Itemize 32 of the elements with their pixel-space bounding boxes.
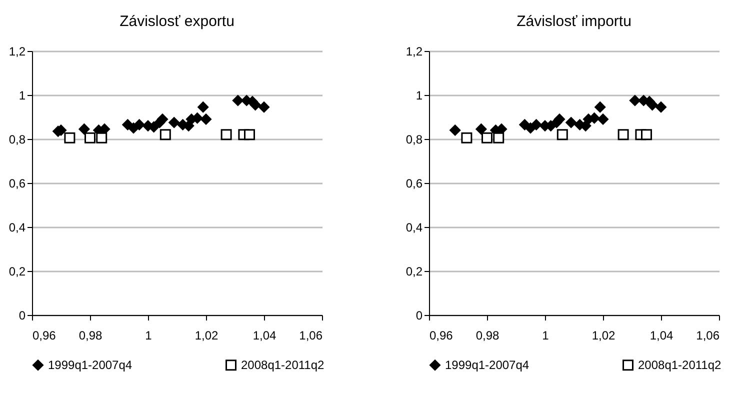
y-tick-label: 0,8: [8, 132, 26, 146]
chart-title: Závislosť importu: [516, 13, 632, 30]
legend-label: 2008q1-2011q2: [241, 358, 325, 372]
y-tick-label: 1,2: [406, 44, 423, 58]
y-tick-label: 0: [18, 308, 26, 322]
y-tick-label: 0: [416, 308, 423, 322]
y-tick-label: 0,4: [406, 220, 423, 234]
x-tick-label: 1,02: [194, 328, 218, 342]
x-tick-label: 0,96: [430, 328, 454, 342]
legend-label: 1999q1-2007q4: [48, 358, 132, 372]
y-tick-label: 0,2: [8, 264, 26, 278]
x-tick-label: 1,02: [592, 328, 616, 342]
x-tick-label: 0,98: [78, 328, 102, 342]
x-tick-label: 1,06: [696, 328, 720, 342]
y-tick-label: 0,8: [406, 132, 423, 146]
y-tick-label: 0,6: [406, 176, 423, 190]
x-tick-label: 1,04: [650, 328, 674, 342]
chart-title: Závislosť exportu: [120, 13, 234, 30]
y-tick-label: 1: [416, 88, 423, 102]
legend-label: 1999q1-2007q4: [445, 358, 530, 372]
y-tick-label: 0,2: [406, 264, 423, 278]
x-tick-label: 0,98: [476, 328, 500, 342]
y-tick-label: 0,4: [8, 220, 26, 234]
y-tick-label: 0,6: [8, 176, 26, 190]
x-tick-label: 1: [542, 328, 550, 342]
x-tick-label: 1,04: [252, 328, 276, 342]
x-tick-label: 1: [145, 328, 152, 342]
y-tick-label: 1,2: [8, 44, 26, 58]
legend-label: 2008q1-2011q2: [638, 358, 722, 372]
y-tick-label: 1: [18, 88, 26, 102]
x-tick-label: 0,96: [32, 328, 56, 342]
x-tick-label: 1,06: [299, 328, 323, 342]
